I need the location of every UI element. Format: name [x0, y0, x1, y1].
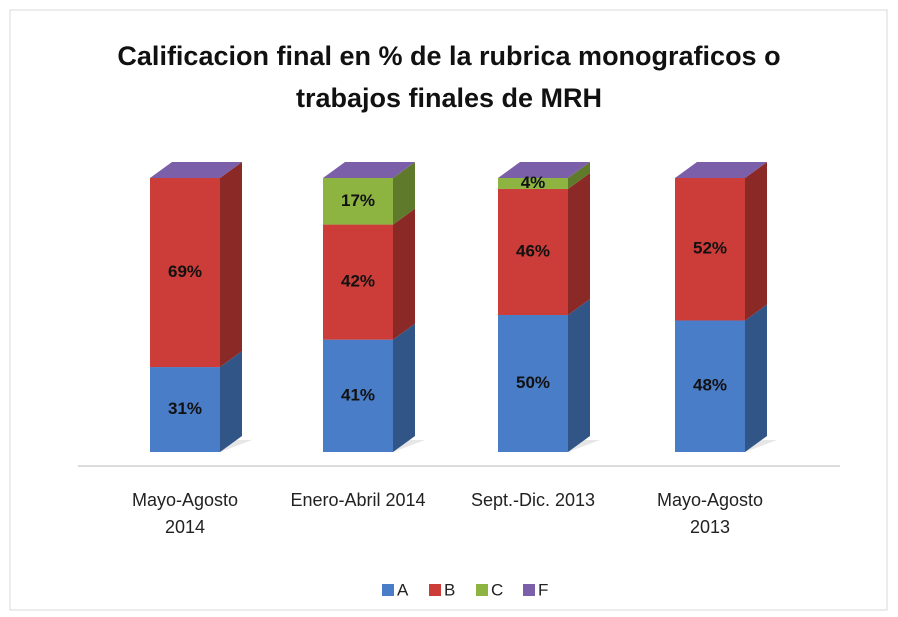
- data-label: 41%: [341, 385, 375, 404]
- x-tick-label: Sept.-Dic. 2013: [470, 490, 596, 510]
- bar-segment: [675, 178, 745, 321]
- x-tick-label: Mayo-Agosto 2014: [131, 490, 239, 537]
- bar-top: [150, 162, 242, 178]
- bar-segment: [323, 339, 393, 452]
- data-label: 48%: [693, 376, 727, 395]
- data-label: 46%: [516, 241, 550, 260]
- bar-side: [745, 162, 767, 321]
- bar-segment: [498, 178, 568, 189]
- bar-top: [498, 162, 590, 178]
- legend-swatch: [429, 584, 441, 596]
- legend-swatch: [523, 584, 535, 596]
- legend-label: B: [444, 580, 455, 599]
- bar-segment: [323, 224, 393, 340]
- data-label: 52%: [693, 239, 727, 258]
- bar-side: [568, 162, 590, 189]
- bar-side: [568, 172, 590, 315]
- data-label: 50%: [516, 373, 550, 392]
- data-label: 31%: [168, 399, 202, 418]
- x-tick-label: Mayo-Agosto 2013: [656, 490, 764, 537]
- bar-side: [568, 299, 590, 452]
- bar-segment: [323, 178, 393, 225]
- bar-segment: [498, 188, 568, 315]
- legend-label: C: [491, 580, 503, 599]
- bar-side: [220, 351, 242, 452]
- chart-title: Calificacion final en % de la rubrica mo…: [117, 41, 781, 113]
- bar-segment: [150, 367, 220, 452]
- bar-side: [745, 304, 767, 452]
- bar-top: [675, 162, 767, 178]
- data-label: 42%: [341, 272, 375, 291]
- bar-side: [393, 323, 415, 452]
- legend-swatch: [382, 584, 394, 596]
- x-tick-label: Enero-Abril 2014: [290, 490, 426, 510]
- bar-segment: [498, 315, 568, 452]
- legend-label: F: [538, 580, 548, 599]
- legend-swatch: [476, 584, 488, 596]
- bar-side: [393, 162, 415, 225]
- bar-segment: [675, 320, 745, 452]
- bar-side: [220, 162, 242, 368]
- legend-label: A: [397, 580, 409, 599]
- bar-top: [323, 162, 415, 178]
- data-label: 17%: [341, 191, 375, 210]
- data-label: 4%: [521, 173, 546, 192]
- data-label: 69%: [168, 262, 202, 281]
- bar-segment: [150, 178, 220, 368]
- bar-side: [393, 208, 415, 340]
